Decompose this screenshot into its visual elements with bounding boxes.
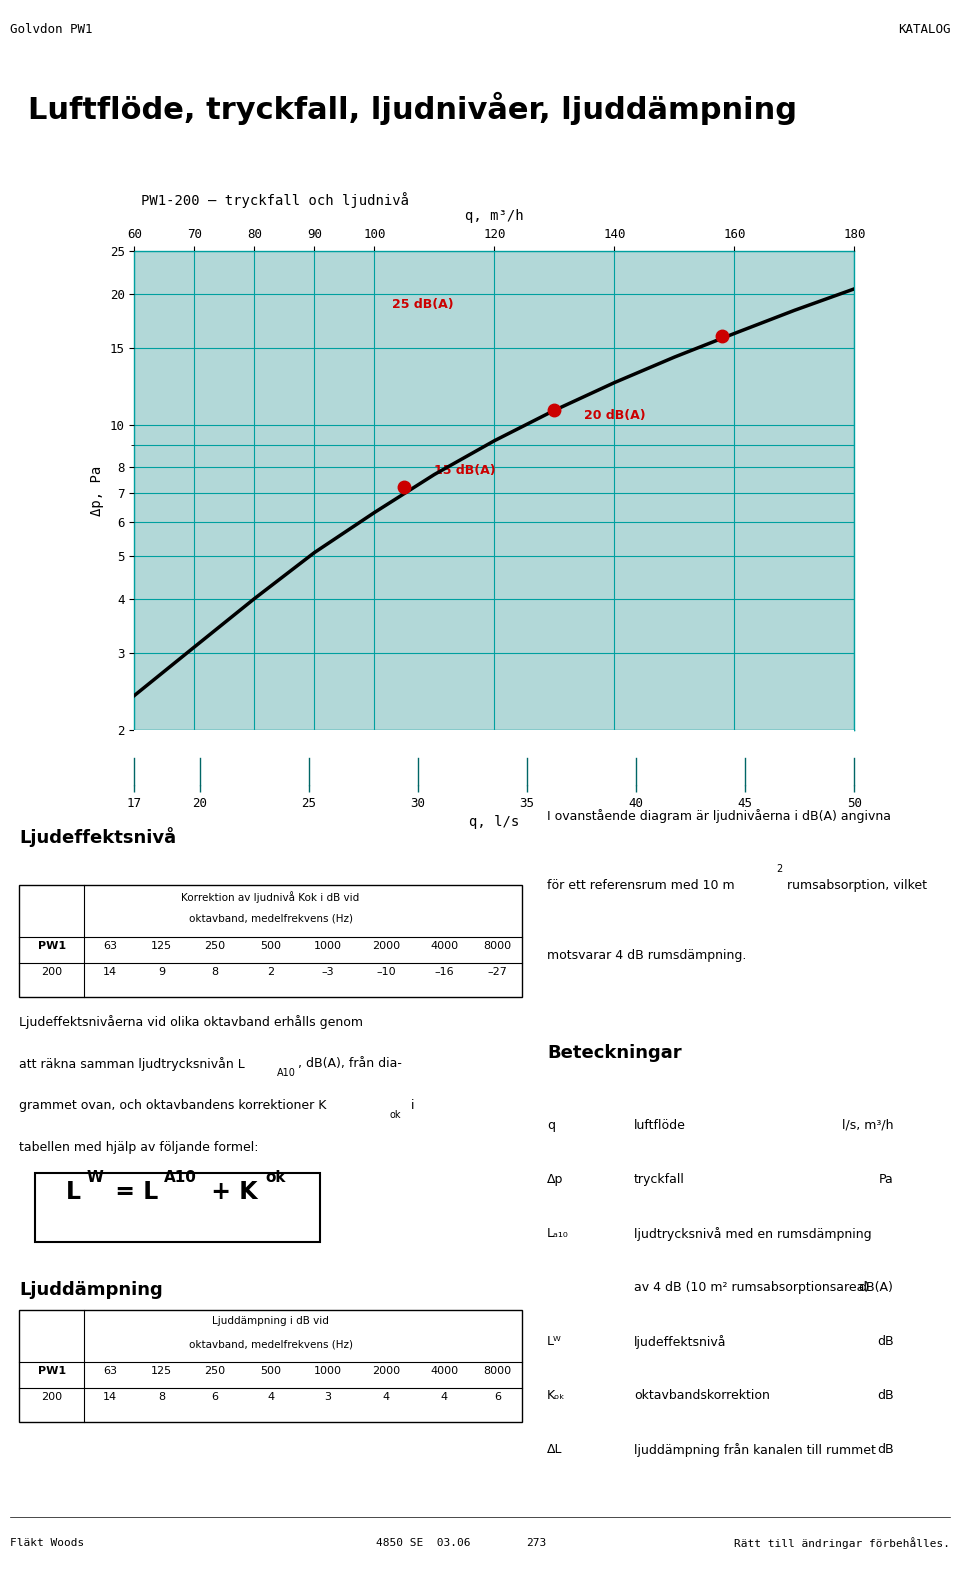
Text: Golvdon PW1: Golvdon PW1 — [10, 24, 92, 36]
Text: oktavband, medelfrekvens (Hz): oktavband, medelfrekvens (Hz) — [188, 1339, 352, 1349]
Text: PW1: PW1 — [37, 940, 65, 950]
Text: Lₐ₁₀: Lₐ₁₀ — [547, 1228, 569, 1240]
Text: av 4 dB (10 m² rumsabsorptionsarea): av 4 dB (10 m² rumsabsorptionsarea) — [634, 1281, 869, 1294]
Text: oktavband, medelfrekvens (Hz): oktavband, medelfrekvens (Hz) — [188, 914, 352, 923]
Text: 2000: 2000 — [372, 940, 400, 950]
Text: 4: 4 — [382, 1393, 390, 1402]
Text: att räkna samman ljudtrycksnivån L: att räkna samman ljudtrycksnivån L — [19, 1057, 245, 1071]
Text: , dB(A), från dia-: , dB(A), från dia- — [298, 1057, 401, 1069]
Text: 6: 6 — [211, 1393, 218, 1402]
Text: –16: –16 — [435, 967, 454, 977]
Text: 4000: 4000 — [430, 1366, 458, 1375]
Text: 8: 8 — [211, 967, 219, 977]
Text: Ljudeffektsnivå: Ljudeffektsnivå — [19, 827, 177, 848]
Text: ljudeffektsnivå: ljudeffektsnivå — [634, 1334, 727, 1349]
Text: A10: A10 — [276, 1068, 296, 1077]
Text: + K: + K — [204, 1181, 258, 1204]
Text: Luftflöde, tryckfall, ljudnivåer, ljuddämpning: Luftflöde, tryckfall, ljudnivåer, ljuddä… — [29, 91, 798, 124]
Text: Pa: Pa — [878, 1173, 894, 1185]
Text: L: L — [66, 1181, 81, 1204]
Text: ljudtrycksnivå med en rumsdämpning: ljudtrycksnivå med en rumsdämpning — [634, 1228, 872, 1240]
Text: Lᵂ: Lᵂ — [547, 1334, 562, 1349]
Text: Fläkt Woods: Fläkt Woods — [10, 1539, 84, 1548]
Text: 4000: 4000 — [430, 940, 458, 950]
Text: ok: ok — [390, 1110, 401, 1119]
Text: 8000: 8000 — [484, 940, 512, 950]
Text: luftflöde: luftflöde — [634, 1119, 685, 1132]
FancyBboxPatch shape — [19, 885, 522, 997]
Text: 2000: 2000 — [372, 1366, 400, 1375]
Text: Rätt till ändringar förbehålles.: Rätt till ändringar förbehålles. — [734, 1537, 950, 1550]
Text: –3: –3 — [322, 967, 334, 977]
Text: ΔL: ΔL — [547, 1443, 563, 1457]
Text: 25 dB(A): 25 dB(A) — [393, 298, 454, 311]
Text: 125: 125 — [151, 1366, 173, 1375]
Text: Δp: Δp — [547, 1173, 564, 1185]
Text: Beteckningar: Beteckningar — [547, 1044, 682, 1061]
Text: 15 dB(A): 15 dB(A) — [434, 465, 496, 477]
Text: A10: A10 — [164, 1170, 197, 1185]
Text: ok: ok — [265, 1170, 286, 1185]
Text: 63: 63 — [103, 940, 117, 950]
Text: dB: dB — [876, 1334, 894, 1349]
Text: rumsabsorption, vilket: rumsabsorption, vilket — [783, 879, 927, 892]
Text: 1000: 1000 — [314, 1366, 342, 1375]
Text: dB(A): dB(A) — [858, 1281, 894, 1294]
Text: 6: 6 — [494, 1393, 501, 1402]
Text: 14: 14 — [103, 1393, 117, 1402]
Text: 200: 200 — [41, 1393, 62, 1402]
Text: PW1: PW1 — [37, 1366, 65, 1375]
FancyBboxPatch shape — [35, 1173, 320, 1242]
Text: 8000: 8000 — [484, 1366, 512, 1375]
Text: 14: 14 — [103, 967, 117, 977]
Text: Ljuddämpning i dB vid: Ljuddämpning i dB vid — [212, 1316, 329, 1327]
Text: motsvarar 4 dB rumsdämpning.: motsvarar 4 dB rumsdämpning. — [547, 950, 747, 962]
Y-axis label: Δp, Pa: Δp, Pa — [90, 465, 104, 517]
Text: 20 dB(A): 20 dB(A) — [585, 410, 646, 422]
Text: för ett referensrum med 10 m: för ett referensrum med 10 m — [547, 879, 734, 892]
Text: 8: 8 — [158, 1393, 165, 1402]
Text: 3: 3 — [324, 1393, 331, 1402]
Text: 500: 500 — [260, 940, 281, 950]
X-axis label: q, m³/h: q, m³/h — [465, 209, 524, 223]
Text: q: q — [547, 1119, 555, 1132]
Text: grammet ovan, och oktavbandens korrektioner K: grammet ovan, och oktavbandens korrektio… — [19, 1099, 326, 1112]
Text: I ovanstående diagram är ljudnivåerna i dB(A) angivna: I ovanstående diagram är ljudnivåerna i … — [547, 809, 891, 823]
Text: 273: 273 — [526, 1539, 546, 1548]
Text: tryckfall: tryckfall — [634, 1173, 684, 1185]
Text: Ljudeffektsnivåerna vid olika oktavband erhålls genom: Ljudeffektsnivåerna vid olika oktavband … — [19, 1016, 363, 1028]
Text: KATALOG: KATALOG — [898, 24, 950, 36]
FancyBboxPatch shape — [19, 1311, 522, 1422]
Text: dB: dB — [876, 1389, 894, 1402]
Text: tabellen med hjälp av följande formel:: tabellen med hjälp av följande formel: — [19, 1141, 258, 1154]
Text: –27: –27 — [488, 967, 508, 977]
Text: 4850 SE  03.06: 4850 SE 03.06 — [376, 1539, 470, 1548]
Text: W: W — [86, 1170, 104, 1185]
Text: 125: 125 — [151, 940, 173, 950]
X-axis label: q, l/s: q, l/s — [469, 815, 519, 829]
Text: –10: –10 — [376, 967, 396, 977]
Text: Ljuddämpning: Ljuddämpning — [19, 1281, 163, 1300]
Text: Kₒₖ: Kₒₖ — [547, 1389, 565, 1402]
Text: l/s, m³/h: l/s, m³/h — [842, 1119, 894, 1132]
Text: 2: 2 — [777, 864, 782, 873]
Text: i: i — [407, 1099, 415, 1112]
Text: Korrektion av ljudnivå Kok i dB vid: Korrektion av ljudnivå Kok i dB vid — [181, 890, 360, 903]
Text: 250: 250 — [204, 1366, 226, 1375]
Text: 2: 2 — [267, 967, 275, 977]
Text: oktavbandskorrektion: oktavbandskorrektion — [634, 1389, 770, 1402]
Text: PW1-200 – tryckfall och ljudnivå: PW1-200 – tryckfall och ljudnivå — [141, 192, 409, 209]
Text: 1000: 1000 — [314, 940, 342, 950]
Text: dB: dB — [876, 1443, 894, 1457]
Text: 4: 4 — [267, 1393, 275, 1402]
Text: 63: 63 — [103, 1366, 117, 1375]
Text: 250: 250 — [204, 940, 226, 950]
Text: = L: = L — [108, 1181, 158, 1204]
Text: 200: 200 — [41, 967, 62, 977]
Text: ljuddämpning från kanalen till rummet: ljuddämpning från kanalen till rummet — [634, 1443, 876, 1457]
Text: 4: 4 — [441, 1393, 448, 1402]
Text: 9: 9 — [158, 967, 165, 977]
Text: 500: 500 — [260, 1366, 281, 1375]
